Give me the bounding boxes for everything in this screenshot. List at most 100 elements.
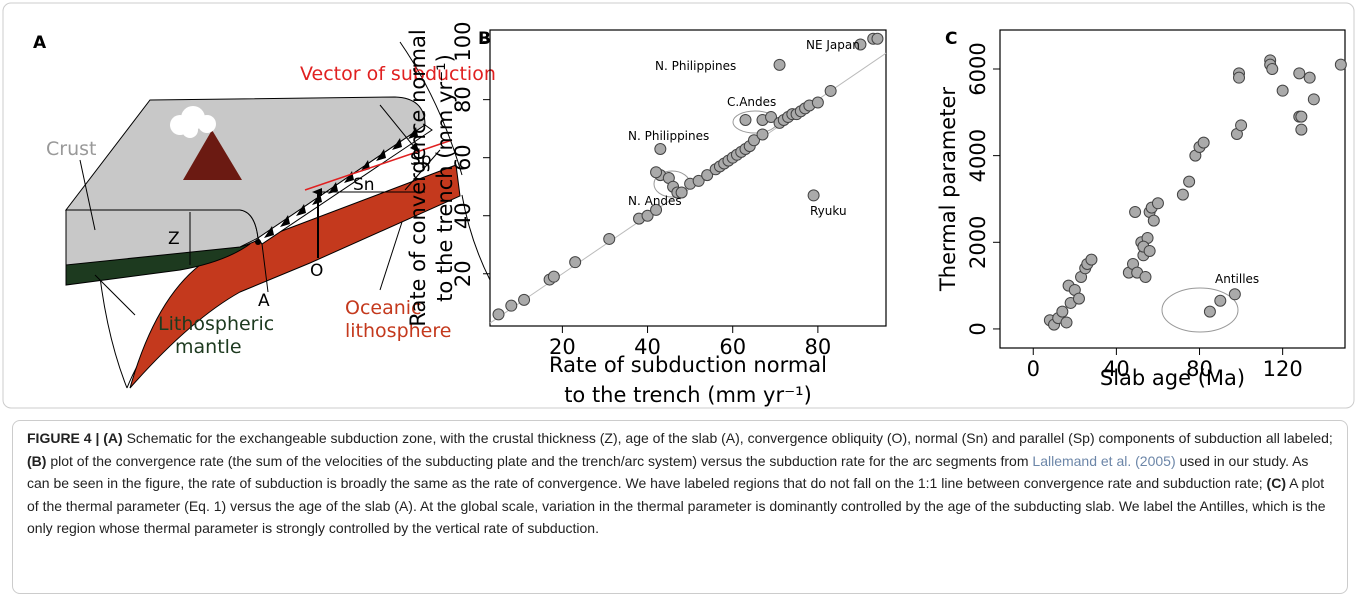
- point: [1228, 288, 1241, 301]
- caption-text: Schematic for the exchangeable subductio…: [122, 430, 1333, 446]
- point: [1085, 253, 1098, 266]
- x-tick-label: 0: [1027, 357, 1040, 381]
- annotation: N. Philippines: [655, 59, 736, 73]
- panel-label: C: [945, 29, 957, 49]
- panel-label: B: [478, 29, 491, 49]
- y-axis-label: to the trench (mm yr⁻¹): [433, 54, 457, 302]
- point: [650, 203, 663, 216]
- caption-bold: (C): [1266, 475, 1286, 491]
- point: [1056, 305, 1069, 318]
- point: [1276, 84, 1289, 97]
- y-tick-label: 4000: [966, 129, 990, 182]
- citation-link[interactable]: Lallemand et al. (2005): [1032, 452, 1176, 469]
- subduction-vector: [304, 139, 453, 191]
- outline: [399, 41, 491, 281]
- point: [1235, 119, 1248, 132]
- mantle-arrow: [94, 274, 136, 316]
- point: [1129, 205, 1142, 218]
- point: [1183, 175, 1196, 188]
- annotation: NE Japan: [806, 38, 860, 52]
- oceanic-slab: [129, 164, 461, 389]
- annotation: N. Andes: [628, 194, 682, 208]
- point: [1233, 71, 1246, 84]
- label: Sn: [353, 175, 375, 195]
- point: [692, 174, 705, 187]
- label: O: [310, 261, 323, 281]
- point: [1266, 62, 1279, 75]
- label: Lithospheric: [158, 313, 274, 335]
- x-axis-label: Rate of subduction normal: [549, 353, 827, 377]
- point: [701, 169, 714, 182]
- point: [1293, 67, 1306, 80]
- point: [1176, 188, 1189, 201]
- point: [807, 189, 820, 202]
- x-axis-label: Slab age (Ma): [1100, 366, 1245, 390]
- panel-label: A: [33, 33, 47, 53]
- caption: FIGURE 4 | (A) Schematic for the exchang…: [12, 420, 1348, 594]
- point: [518, 293, 531, 306]
- figure-frame: [2, 2, 1355, 409]
- cloud: [170, 106, 216, 138]
- caption-bold: FIGURE 4 | (A): [27, 430, 123, 446]
- annotation: C.Andes: [727, 95, 776, 109]
- y-axis-label: Rate of convergence normal: [406, 29, 430, 326]
- panel-a: A Vector of subduction Crust Sp Sn Z O A…: [33, 33, 496, 389]
- point: [1295, 123, 1308, 136]
- label: mantle: [175, 336, 242, 358]
- a-point: [255, 239, 261, 245]
- y-tick-label: 60: [451, 144, 475, 171]
- y-tick-label: 40: [451, 202, 475, 229]
- y-tick-label: 6000: [966, 42, 990, 95]
- label: Oceanic: [345, 297, 422, 319]
- point: [1197, 136, 1210, 149]
- point: [492, 308, 505, 321]
- mantle: [65, 243, 251, 286]
- point: [1151, 197, 1164, 210]
- y-tick-label: 20: [451, 260, 475, 287]
- plot-frame: [489, 29, 887, 327]
- point: [1143, 244, 1156, 257]
- point: [854, 38, 867, 51]
- annotation: N. Philippines: [628, 129, 709, 143]
- label: Z: [168, 229, 180, 249]
- point: [871, 32, 884, 45]
- teeth: [264, 127, 418, 238]
- point: [739, 113, 752, 126]
- point: [675, 186, 688, 199]
- caption-text: A plot of the thermal parameter (Eq. 1) …: [27, 475, 1326, 536]
- point: [1334, 58, 1347, 71]
- caption-text: used in our study. As can be seen in the…: [27, 452, 1309, 492]
- point: [1060, 316, 1073, 329]
- a-line: [261, 243, 269, 293]
- y-tick-label: 2000: [966, 216, 990, 269]
- y-axis-label: Thermal parameter: [936, 87, 960, 292]
- point: [811, 96, 824, 109]
- point: [773, 58, 786, 71]
- highlight-ellipse: [1161, 287, 1239, 333]
- point: [765, 111, 778, 124]
- caption-text: plot of the convergence rate (the sum of…: [46, 452, 1033, 469]
- x-axis-label: to the trench (mm yr⁻¹): [564, 383, 812, 407]
- y-tick-label: 100: [451, 22, 475, 62]
- x-tick-label: 60: [719, 335, 746, 359]
- figure: A Vector of subduction Crust Sp Sn Z O A…: [2, 2, 1355, 409]
- annotation: Ryuku: [810, 204, 847, 218]
- point: [748, 134, 760, 147]
- label: Crust: [46, 138, 96, 160]
- point: [1203, 305, 1216, 318]
- point: [1139, 270, 1152, 283]
- point: [824, 84, 837, 97]
- point: [641, 209, 654, 222]
- point: [1303, 71, 1316, 84]
- y-tick-label: 80: [451, 86, 475, 113]
- point: [1214, 294, 1227, 307]
- plot-frame: [999, 29, 1346, 349]
- x-tick-label: 40: [634, 335, 661, 359]
- label: lithosphere: [345, 320, 451, 342]
- sp-arrow: [404, 149, 441, 191]
- point: [1072, 292, 1085, 305]
- point: [505, 299, 518, 312]
- arrow: [379, 104, 416, 149]
- annotation: Antilles: [1215, 272, 1259, 286]
